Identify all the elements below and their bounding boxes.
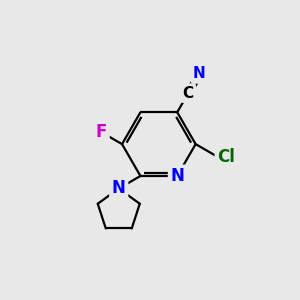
Text: N: N (112, 179, 126, 197)
Text: N: N (112, 179, 126, 197)
Text: F: F (96, 123, 107, 141)
Text: N: N (193, 67, 206, 82)
Text: C: C (183, 85, 194, 100)
Text: Cl: Cl (217, 148, 235, 166)
Text: N: N (170, 167, 184, 185)
